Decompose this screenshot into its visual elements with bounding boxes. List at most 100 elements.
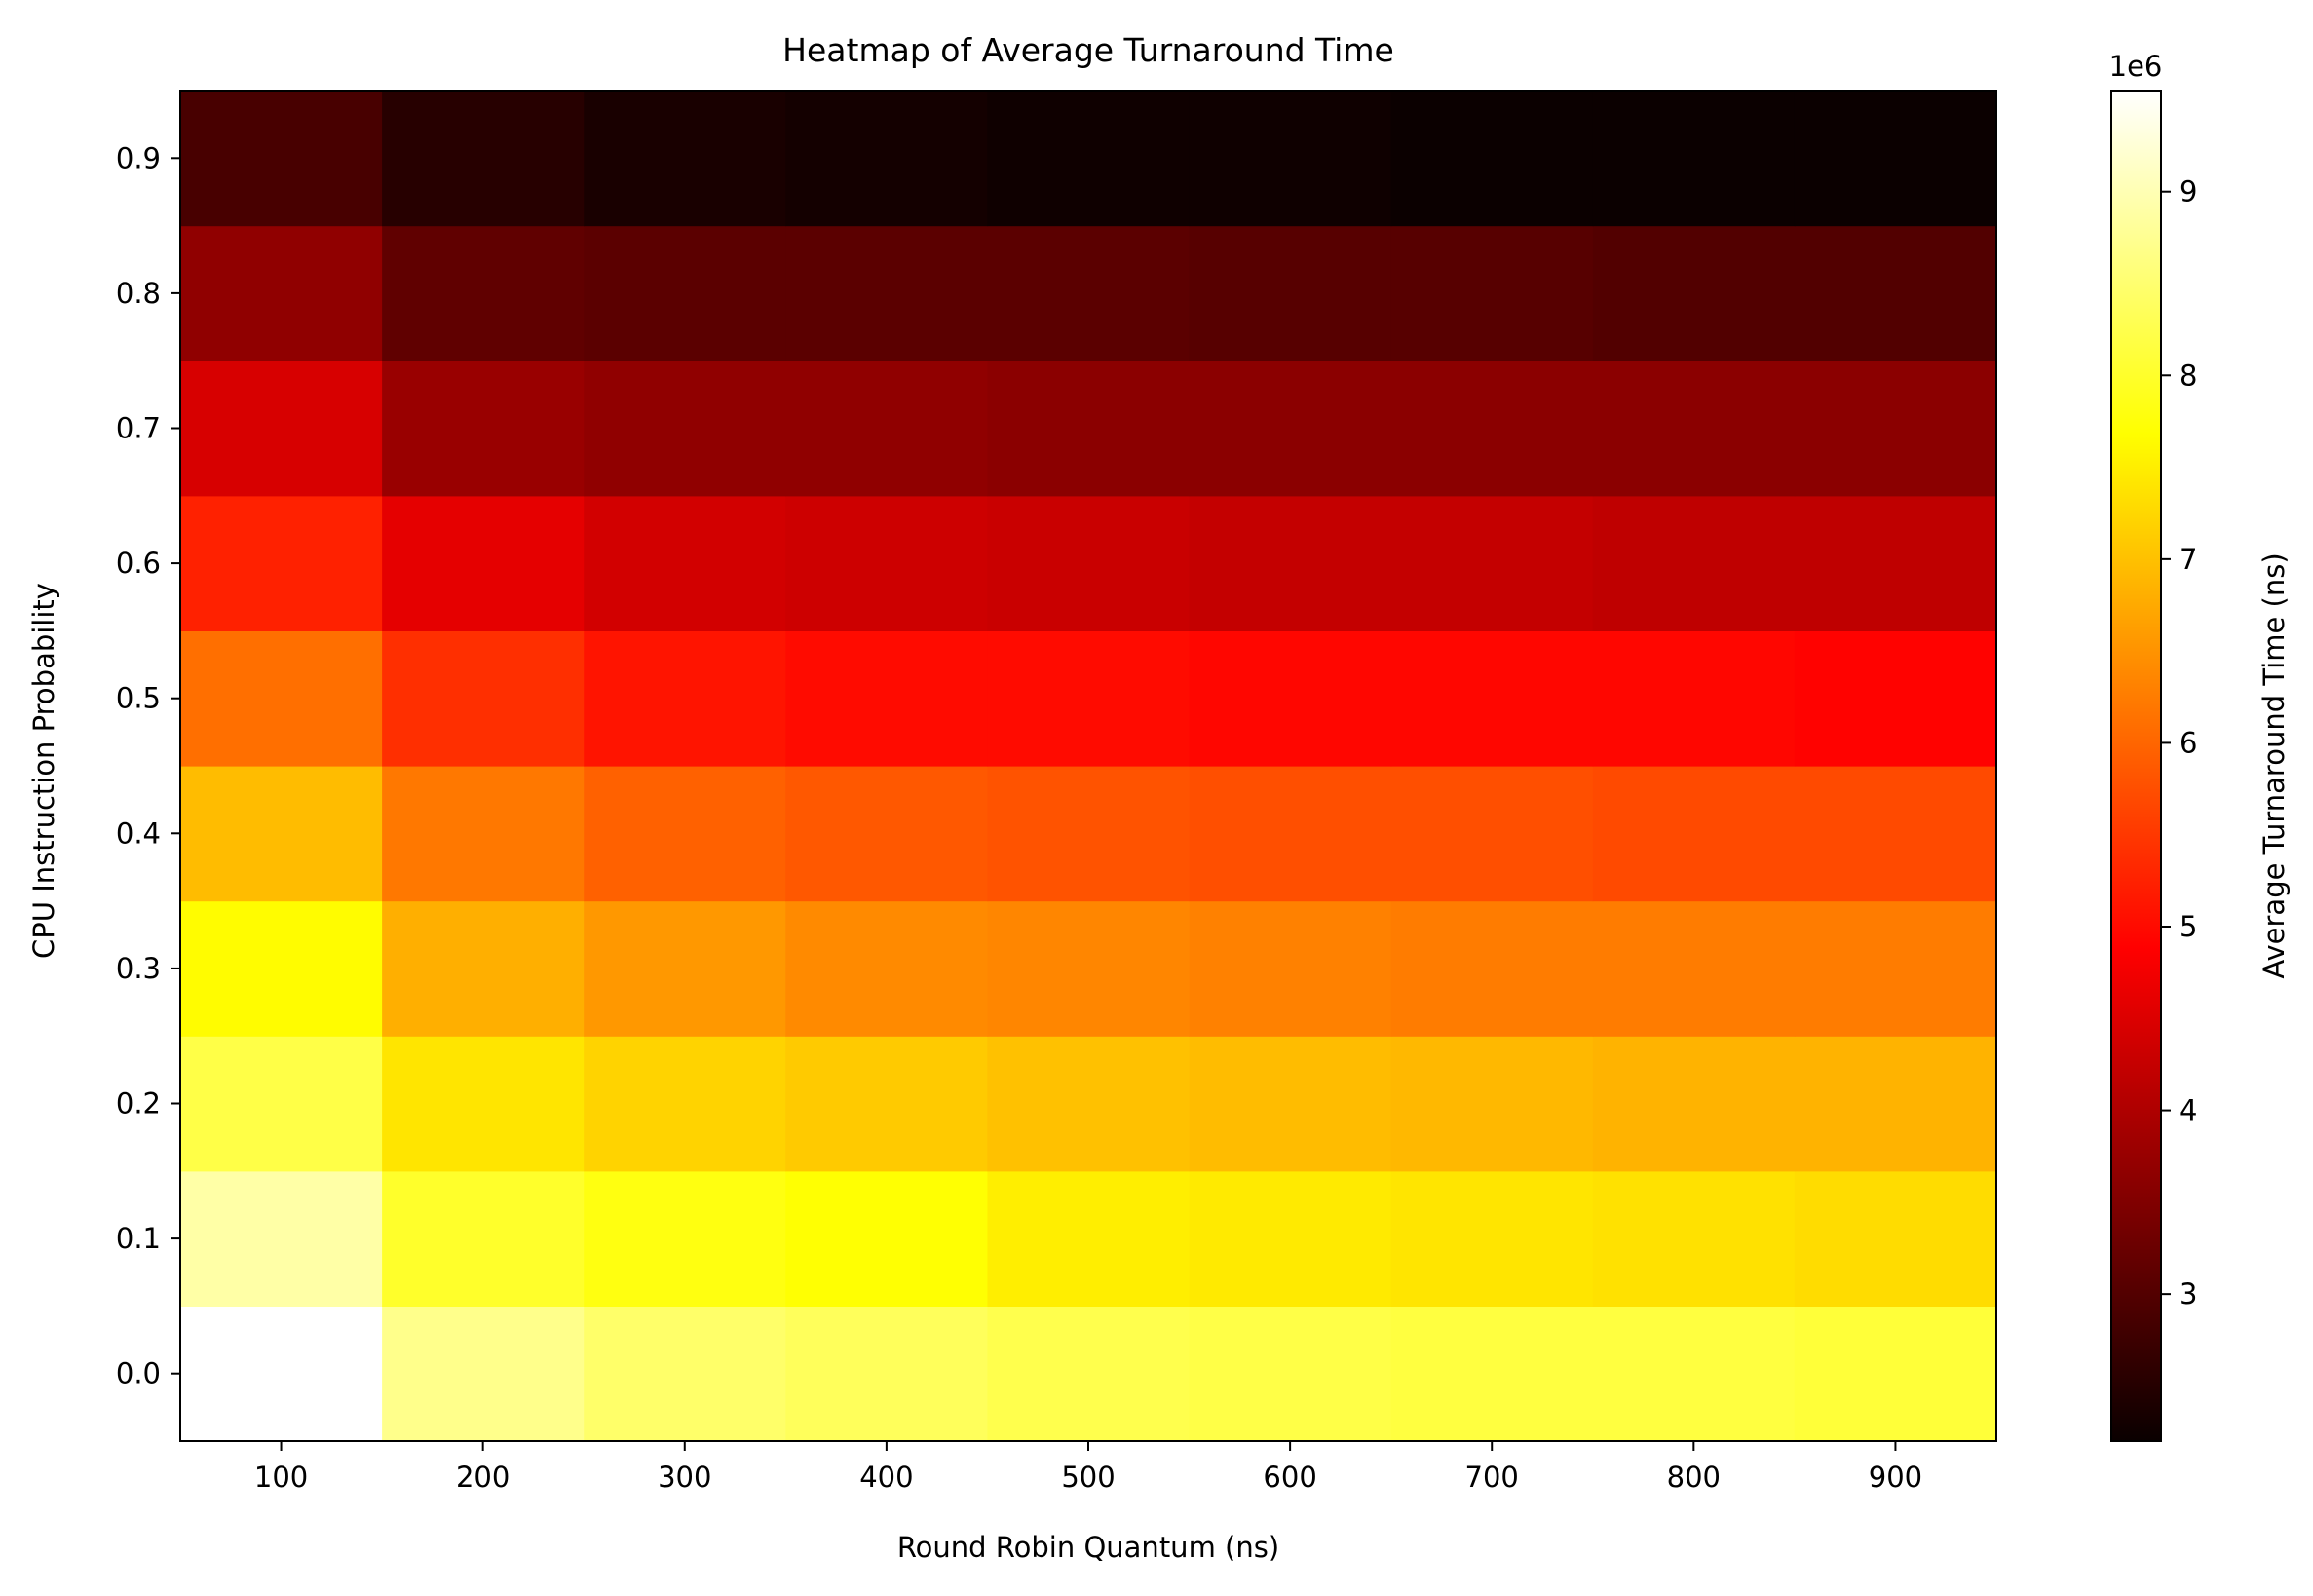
heatmap-cell xyxy=(785,495,989,631)
colorbar-gradient xyxy=(2110,90,2162,1442)
heatmap-cell xyxy=(382,766,585,902)
heatmap-cell xyxy=(1189,1170,1392,1307)
heatmap-cell xyxy=(1592,495,1796,631)
x-tick-label: 100 xyxy=(254,1461,308,1494)
heatmap-cell xyxy=(785,91,989,227)
heatmap-cell xyxy=(382,1036,585,1172)
heatmap-cell xyxy=(987,630,1191,767)
heatmap-cell xyxy=(987,900,1191,1037)
colorbar-ticks: 3 4 5 6 7 8 9 xyxy=(2161,175,2197,1311)
heatmap-cell xyxy=(987,91,1191,227)
chart-title: Heatmap of Average Turnaround Time xyxy=(782,31,1394,69)
heatmap-cell xyxy=(1592,225,1796,361)
heatmap-cell xyxy=(1189,766,1392,902)
heatmap-cell xyxy=(1189,1306,1392,1442)
heatmap-cells xyxy=(180,91,1997,1442)
heatmap-cell xyxy=(1390,900,1594,1037)
y-tick-label: 0.5 xyxy=(116,682,161,715)
heatmap-cell xyxy=(785,1306,989,1442)
x-tick-label: 500 xyxy=(1061,1461,1115,1494)
x-tick-label: 400 xyxy=(859,1461,913,1494)
heatmap-cell xyxy=(1390,361,1594,497)
heatmap-cell xyxy=(1592,630,1796,767)
y-tick-label: 0.1 xyxy=(116,1222,161,1255)
heatmap-cell xyxy=(987,361,1191,497)
heatmap-cell xyxy=(1794,1036,1997,1172)
heatmap-cell xyxy=(1189,225,1392,361)
x-axis-ticks: 100 200 300 400 500 600 700 800 900 xyxy=(254,1441,1922,1494)
y-axis-label: CPU Instruction Probability xyxy=(27,583,60,959)
y-tick-label: 0.3 xyxy=(116,952,161,985)
heatmap-cell xyxy=(1592,1170,1796,1307)
heatmap-cell xyxy=(1189,495,1392,631)
heatmap-cell xyxy=(180,1306,383,1442)
heatmap-cell xyxy=(382,1170,585,1307)
heatmap-cell xyxy=(382,1306,585,1442)
heatmap-cell xyxy=(1794,1170,1997,1307)
y-tick-label: 0.2 xyxy=(116,1087,161,1121)
heatmap-cell xyxy=(180,766,383,902)
heatmap-cell xyxy=(382,361,585,497)
colorbar-tick-label: 9 xyxy=(2180,175,2197,209)
heatmap-cell xyxy=(1592,766,1796,902)
heatmap-cell xyxy=(1794,361,1997,497)
heatmap-cell xyxy=(785,361,989,497)
heatmap-cell xyxy=(987,766,1191,902)
heatmap-cell xyxy=(180,900,383,1037)
heatmap-cell xyxy=(584,1170,786,1307)
heatmap-cell xyxy=(584,630,786,767)
heatmap-cell xyxy=(1390,495,1594,631)
colorbar-tick-label: 7 xyxy=(2180,543,2197,576)
y-tick-label: 0.8 xyxy=(116,277,161,310)
heatmap-cell xyxy=(1794,225,1997,361)
heatmap-cell xyxy=(584,225,786,361)
heatmap-cell xyxy=(584,1036,786,1172)
heatmap-cell xyxy=(1592,900,1796,1037)
heatmap-cell xyxy=(382,91,585,227)
heatmap-cell xyxy=(1189,900,1392,1037)
heatmap-cell xyxy=(987,1306,1191,1442)
y-tick-label: 0.6 xyxy=(116,547,161,580)
y-tick-label: 0.4 xyxy=(116,817,161,850)
heatmap-cell xyxy=(1390,1170,1594,1307)
heatmap-cell xyxy=(180,225,383,361)
heatmap-cell xyxy=(1189,630,1392,767)
heatmap-cell xyxy=(1390,91,1594,227)
y-tick-label: 0.0 xyxy=(116,1357,161,1390)
x-tick-label: 700 xyxy=(1465,1461,1519,1494)
heatmap-cell xyxy=(1390,1036,1594,1172)
heatmap-cell xyxy=(382,630,585,767)
x-tick-label: 900 xyxy=(1869,1461,1922,1494)
heatmap-cell xyxy=(584,900,786,1037)
heatmap-cell xyxy=(785,1170,989,1307)
colorbar-tick-label: 3 xyxy=(2180,1277,2197,1311)
heatmap-cell xyxy=(584,1306,786,1442)
heatmap-cell xyxy=(1794,495,1997,631)
heatmap-cell xyxy=(1592,361,1796,497)
heatmap-cell xyxy=(584,495,786,631)
heatmap-cell xyxy=(382,495,585,631)
heatmap-cell xyxy=(1794,900,1997,1037)
heatmap-cell xyxy=(987,1036,1191,1172)
x-tick-label: 200 xyxy=(456,1461,510,1494)
heatmap-cell xyxy=(1592,1306,1796,1442)
heatmap-cell xyxy=(987,495,1191,631)
heatmap-cell xyxy=(1189,91,1392,227)
heatmap-cell xyxy=(382,900,585,1037)
y-axis-ticks: 0.0 0.1 0.2 0.3 0.4 0.5 0.6 0.7 0.8 0.9 xyxy=(116,141,180,1390)
y-tick-label: 0.9 xyxy=(116,141,161,174)
x-tick-label: 800 xyxy=(1667,1461,1721,1494)
heatmap-cell xyxy=(987,1170,1191,1307)
heatmap-cell xyxy=(1189,361,1392,497)
heatmap-cell xyxy=(785,225,989,361)
heatmap-cell xyxy=(584,766,786,902)
heatmap-cell xyxy=(785,900,989,1037)
heatmap-cell xyxy=(1794,1306,1997,1442)
colorbar-tick-label: 6 xyxy=(2180,726,2197,759)
heatmap-cell xyxy=(1794,766,1997,902)
heatmap-cell xyxy=(785,1036,989,1172)
heatmap-cell xyxy=(1390,225,1594,361)
heatmap-cell xyxy=(1794,91,1997,227)
heatmap-cell xyxy=(1390,766,1594,902)
